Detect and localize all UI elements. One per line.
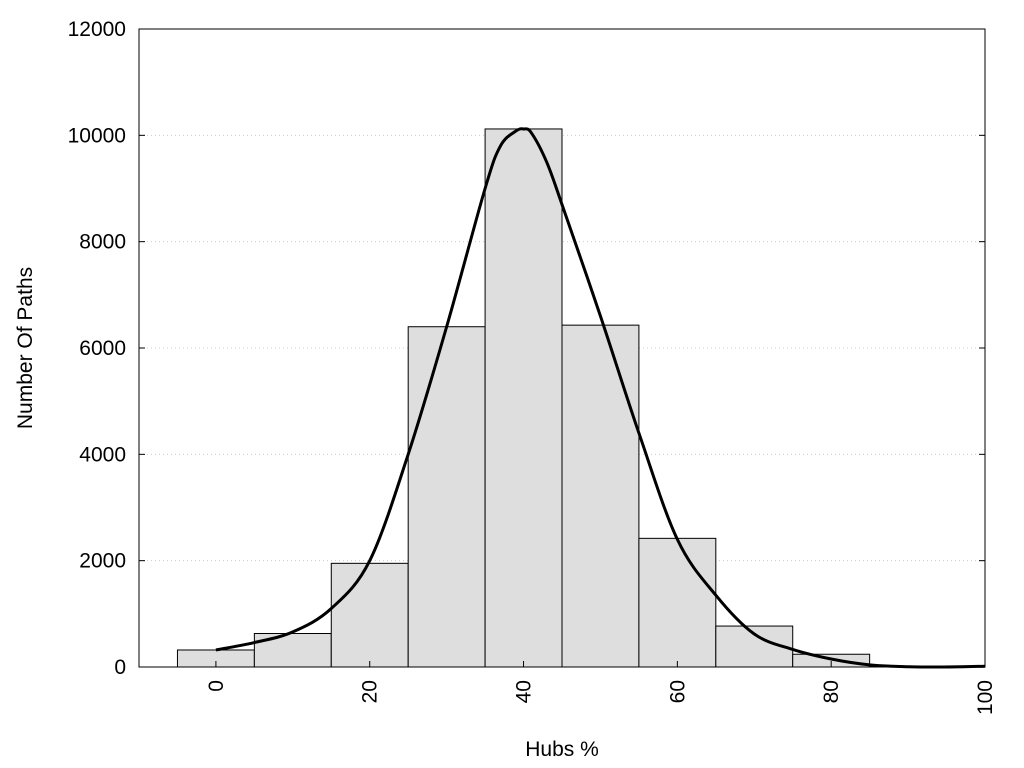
y-tick-label: 8000 [79,231,126,254]
density-curve [215,127,986,669]
y-axis-title: Number Of Paths [14,267,37,429]
axis-ticks [139,28,986,668]
x-tick-label: 80 [820,680,843,703]
y-tick-label: 6000 [79,337,126,360]
density-curve-group [215,127,986,669]
y-tick-label: 10000 [68,124,126,147]
grid-lines [139,134,985,562]
y-tick-label: 2000 [79,550,126,573]
histogram-bar [484,128,563,668]
x-tick-label: 0 [205,680,228,692]
y-tick-label: 12000 [68,18,126,41]
y-tick-label: 0 [114,656,126,679]
x-tick-label: 100 [974,680,997,715]
histogram-bar [561,324,640,668]
histogram-bars [176,128,986,668]
tick-labels: 0 2000 4000 6000 8000 10000 12000 0 20 40 60 80 100 [68,18,997,715]
histogram-bar [638,537,717,668]
x-tick-label: 40 [513,680,536,703]
x-tick-label: 60 [666,680,689,703]
y-tick-label: 4000 [79,443,126,466]
histogram-bar [407,326,486,668]
histogram-bar [330,562,409,668]
x-axis-title: Hubs % [525,738,599,761]
x-tick-label: 20 [359,680,382,703]
